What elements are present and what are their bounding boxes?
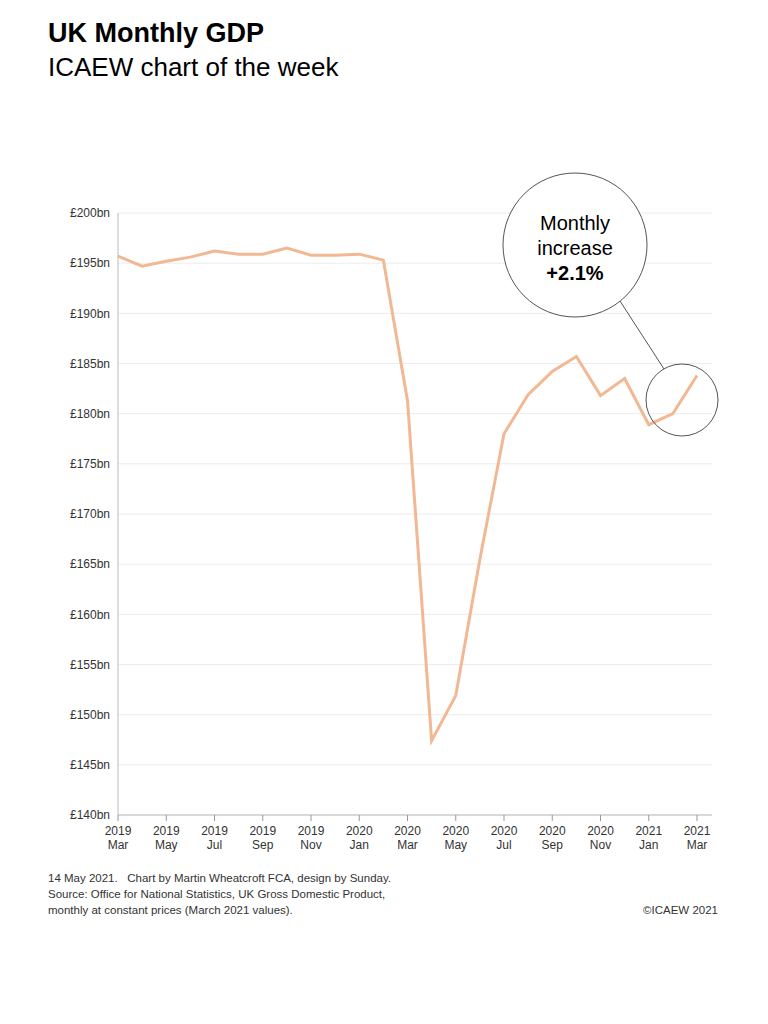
svg-text:£155bn: £155bn: [70, 658, 110, 672]
svg-text:£175bn: £175bn: [70, 457, 110, 471]
svg-text:Jul: Jul: [496, 838, 511, 852]
html-text:monthly at constant prices (Ma: monthly at constant prices (March 2021 v…: [48, 904, 293, 916]
svg-text:£160bn: £160bn: [70, 608, 110, 622]
svg-text:2020: 2020: [346, 824, 373, 838]
svg-text:£170bn: £170bn: [70, 507, 110, 521]
svg-text:£140bn: £140bn: [70, 808, 110, 822]
html-text:UK Monthly GDP: UK Monthly GDP: [48, 18, 264, 48]
html-text:©ICAEW 2021: ©ICAEW 2021: [643, 904, 718, 916]
svg-text:2019: 2019: [105, 824, 132, 838]
svg-text:2020: 2020: [491, 824, 518, 838]
html-text:ICAEW chart of the week: ICAEW chart of the week: [48, 52, 339, 82]
svg-text:£200bn: £200bn: [70, 206, 110, 220]
svg-text:2020: 2020: [539, 824, 566, 838]
svg-text:+2.1%: +2.1%: [546, 262, 603, 284]
svg-text:2021: 2021: [684, 824, 711, 838]
svg-text:Mar: Mar: [687, 838, 708, 852]
svg-text:2020: 2020: [442, 824, 469, 838]
svg-text:Jan: Jan: [639, 838, 658, 852]
html-text:14 May 2021. Chart by Martin W: 14 May 2021. Chart by Martin Wheatcroft …: [48, 872, 391, 884]
svg-text:2020: 2020: [394, 824, 421, 838]
svg-text:2019: 2019: [201, 824, 228, 838]
svg-text:2019: 2019: [249, 824, 276, 838]
svg-text:£185bn: £185bn: [70, 357, 110, 371]
svg-text:Sep: Sep: [542, 838, 564, 852]
svg-text:Mar: Mar: [108, 838, 129, 852]
svg-text:2021: 2021: [635, 824, 662, 838]
svg-text:Jul: Jul: [207, 838, 222, 852]
svg-text:£165bn: £165bn: [70, 557, 110, 571]
svg-text:increase: increase: [537, 237, 613, 259]
svg-text:Sep: Sep: [252, 838, 274, 852]
svg-text:2019: 2019: [153, 824, 180, 838]
svg-text:Nov: Nov: [300, 838, 321, 852]
svg-text:£195bn: £195bn: [70, 256, 110, 270]
svg-text:Monthly: Monthly: [540, 212, 610, 234]
html-text:Source: Office for National St: Source: Office for National Statistics, …: [48, 888, 386, 900]
svg-text:Nov: Nov: [590, 838, 611, 852]
svg-text:Jan: Jan: [350, 838, 369, 852]
svg-text:£145bn: £145bn: [70, 758, 110, 772]
svg-text:£190bn: £190bn: [70, 307, 110, 321]
svg-text:£180bn: £180bn: [70, 407, 110, 421]
svg-text:May: May: [444, 838, 467, 852]
svg-text:£150bn: £150bn: [70, 708, 110, 722]
svg-text:Mar: Mar: [397, 838, 418, 852]
svg-text:2020: 2020: [587, 824, 614, 838]
svg-text:May: May: [155, 838, 178, 852]
svg-text:2019: 2019: [298, 824, 325, 838]
